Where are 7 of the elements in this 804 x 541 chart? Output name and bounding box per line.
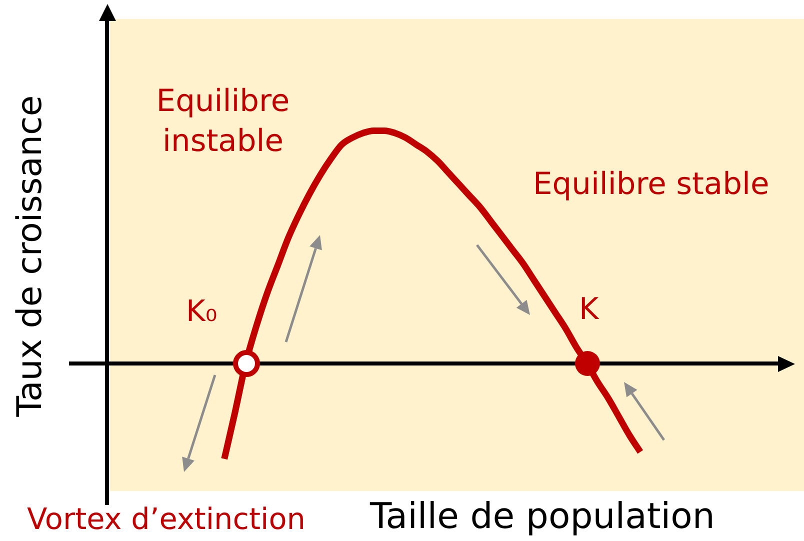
annotation: Equilibre instable: [155, 83, 291, 161]
text: Vortex d’extinction: [27, 501, 306, 538]
x-axis-title: Taille de population: [370, 496, 715, 537]
annotation: K₀: [186, 293, 218, 330]
y-axis-title: Taux de croissance: [10, 94, 50, 419]
annotation: K: [579, 291, 599, 329]
annotation: Equilibre stable: [533, 166, 770, 204]
